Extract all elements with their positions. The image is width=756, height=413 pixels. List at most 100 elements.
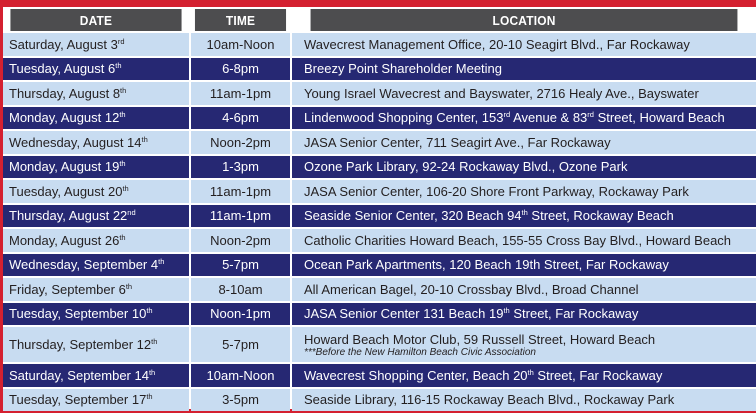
location-cell: Wavecrest Shopping Center, Beach 20th St…	[292, 364, 756, 387]
time-cell: 6-8pm	[191, 57, 290, 80]
date-cell: Tuesday, August 6th	[3, 57, 189, 80]
location-cell: All American Bagel, 20-10 Crossbay Blvd.…	[292, 278, 756, 301]
location-cell: Seaside Library, 116-15 Rockaway Beach B…	[292, 388, 756, 411]
location-text: JASA Senior Center 131 Beach 19	[304, 306, 504, 322]
table-row: Tuesday, August 6th 6-8pm Breezy Point Sha…	[3, 57, 756, 80]
table-row: Friday, September 6th 8-10am All American …	[3, 278, 756, 301]
location-text: Young Israel Wavecrest and Bayswater, 27…	[304, 85, 699, 101]
date-text: Friday, September 6	[9, 281, 126, 297]
table-row: Wednesday, September 4th 5-7pm Ocean Park …	[3, 253, 756, 276]
date-text: Wednesday, August 14	[9, 134, 142, 150]
location-text: Seaside Senior Center, 320 Beach 94	[304, 208, 522, 224]
time-cell: Noon-2pm	[191, 229, 290, 252]
header-time: TIME	[194, 9, 287, 31]
location-cell: Breezy Point Shareholder Meeting	[292, 57, 756, 80]
location-text: Wavecrest Shopping Center, Beach 20	[304, 367, 528, 383]
time-cell: 4-6pm	[191, 106, 290, 129]
location-text: All American Bagel, 20-10 Crossbay Blvd.…	[304, 281, 639, 297]
time-cell: 10am-Noon	[191, 33, 290, 56]
location-text: Street, Far Rockaway	[509, 306, 639, 322]
table-row: Saturday, September 14th 10am-Noon Wavecre…	[3, 364, 756, 387]
time-cell: 5-7pm	[191, 253, 290, 276]
header-row: DATE TIME LOCATION	[3, 9, 756, 31]
date-cell: Thursday, August 8th	[3, 82, 189, 105]
time-cell: 1-3pm	[191, 155, 290, 178]
date-suffix: rd	[117, 36, 125, 46]
date-text: Thursday, September 12	[9, 337, 152, 352]
location-cell: Catholic Charities Howard Beach, 155-55 …	[292, 229, 756, 252]
date-text: Thursday, August 22	[9, 208, 128, 224]
date-suffix: th	[151, 337, 158, 346]
table-row: Saturday, August 3rd 10am-Noon Wavecrest M…	[3, 33, 756, 56]
date-text: Saturday, September 14	[9, 367, 149, 383]
schedule-panel: DATE TIME LOCATION Saturday, August 3rd 1…	[3, 7, 756, 411]
location-cell: Seaside Senior Center, 320 Beach 94th St…	[292, 204, 756, 227]
location-cell: Ocean Park Apartments, 120 Beach 19th St…	[292, 253, 756, 276]
date-suffix: th	[115, 61, 122, 71]
location-text: Street, Rockaway Beach	[527, 208, 674, 224]
date-text: Monday, August 26	[9, 232, 120, 248]
date-cell: Tuesday, August 20th	[3, 180, 189, 203]
location-cell: Ozone Park Library, 92-24 Rockaway Blvd.…	[292, 155, 756, 178]
date-suffix: th	[119, 110, 126, 120]
location-text: Ocean Park Apartments, 120 Beach 19th St…	[304, 257, 669, 273]
location-suffix: th	[503, 306, 510, 316]
date-suffix: th	[119, 232, 126, 242]
location-text: Howard Beach Motor Club, 59 Russell Stre…	[304, 331, 656, 347]
location-note: ***Before the New Hamilton Beach Civic A…	[304, 346, 536, 358]
location-suffix: rd	[587, 110, 594, 120]
date-suffix: th	[146, 392, 153, 402]
date-cell: Tuesday, September 17th	[3, 388, 189, 411]
table-row: Monday, August 26th Noon-2pm Catholic Char…	[3, 229, 756, 252]
location-cell: Howard Beach Motor Club, 59 Russell Stre…	[292, 327, 756, 362]
date-text: Tuesday, September 10	[9, 306, 147, 322]
table-row: Thursday, August 22nd 11am-1pm Seaside Sen…	[3, 204, 756, 227]
location-text: Catholic Charities Howard Beach, 155-55 …	[304, 232, 732, 248]
location-cell: JASA Senior Center 131 Beach 19th Street…	[292, 302, 756, 325]
date-suffix: th	[125, 281, 133, 291]
date-cell: Wednesday, August 14th	[3, 131, 189, 154]
location-cell: JASA Senior Center, 711 Seagirt Ave., Fa…	[292, 131, 756, 154]
date-cell: Monday, August 19th	[3, 155, 189, 178]
time-cell: 11am-1pm	[191, 180, 290, 203]
date-cell: Tuesday, September 10th	[3, 302, 189, 325]
location-cell: Wavecrest Management Office, 20-10 Seagi…	[292, 33, 756, 56]
table-row: Tuesday, August 20th 11am-1pm JASA Senior …	[3, 180, 756, 203]
location-text: Street, Far Rockaway	[533, 367, 663, 383]
table-row: Monday, August 19th 1-3pm Ozone Park Libra…	[3, 155, 756, 178]
table-row: Wednesday, August 14th Noon-2pm JASA Senio…	[3, 131, 756, 154]
header-date: DATE	[10, 9, 182, 31]
table-row: Thursday, August 8th 11am-1pm Young Israel…	[3, 82, 756, 105]
date-text: Tuesday, August 20	[9, 183, 123, 199]
date-cell: Saturday, September 14th	[3, 364, 189, 387]
time-cell: 11am-1pm	[191, 204, 290, 227]
date-cell: Wednesday, September 4th	[3, 253, 189, 276]
location-text: JASA Senior Center, 711 Seagirt Ave., Fa…	[304, 134, 611, 150]
time-cell: 8-10am	[191, 278, 290, 301]
time-cell: Noon-2pm	[191, 131, 290, 154]
table-row: Monday, August 12th 4-6pm Lindenwood Shopp…	[3, 106, 756, 129]
time-cell: 3-5pm	[191, 388, 290, 411]
location-text: Avenue & 83	[510, 110, 588, 126]
location-text: Street, Howard Beach	[593, 110, 725, 126]
date-text: Tuesday, September 17	[9, 392, 147, 408]
date-cell: Thursday, August 22nd	[3, 204, 189, 227]
location-text: Ozone Park Library, 92-24 Rockaway Blvd.…	[304, 159, 628, 175]
date-cell: Saturday, August 3rd	[3, 33, 189, 56]
date-suffix: th	[146, 306, 153, 316]
date-suffix: th	[120, 85, 127, 95]
date-cell: Monday, August 26th	[3, 229, 189, 252]
date-suffix: nd	[127, 208, 136, 218]
date-suffix: th	[119, 159, 126, 169]
location-cell: JASA Senior Center, 106-20 Shore Front P…	[292, 180, 756, 203]
location-text: Breezy Point Shareholder Meeting	[304, 61, 503, 77]
date-suffix: th	[141, 134, 148, 144]
time-cell: 10am-Noon	[191, 364, 290, 387]
location-text: Seaside Library, 116-15 Rockaway Beach B…	[304, 392, 675, 408]
location-suffix: th	[521, 208, 528, 218]
location-suffix: th	[527, 367, 534, 377]
date-cell: Thursday, September 12th	[3, 327, 189, 362]
table-row: Thursday, September 12th 5-7pm Howard Beac…	[3, 327, 756, 362]
schedule-table: DATE TIME LOCATION Saturday, August 3rd 1…	[1, 7, 756, 413]
date-cell: Monday, August 12th	[3, 106, 189, 129]
